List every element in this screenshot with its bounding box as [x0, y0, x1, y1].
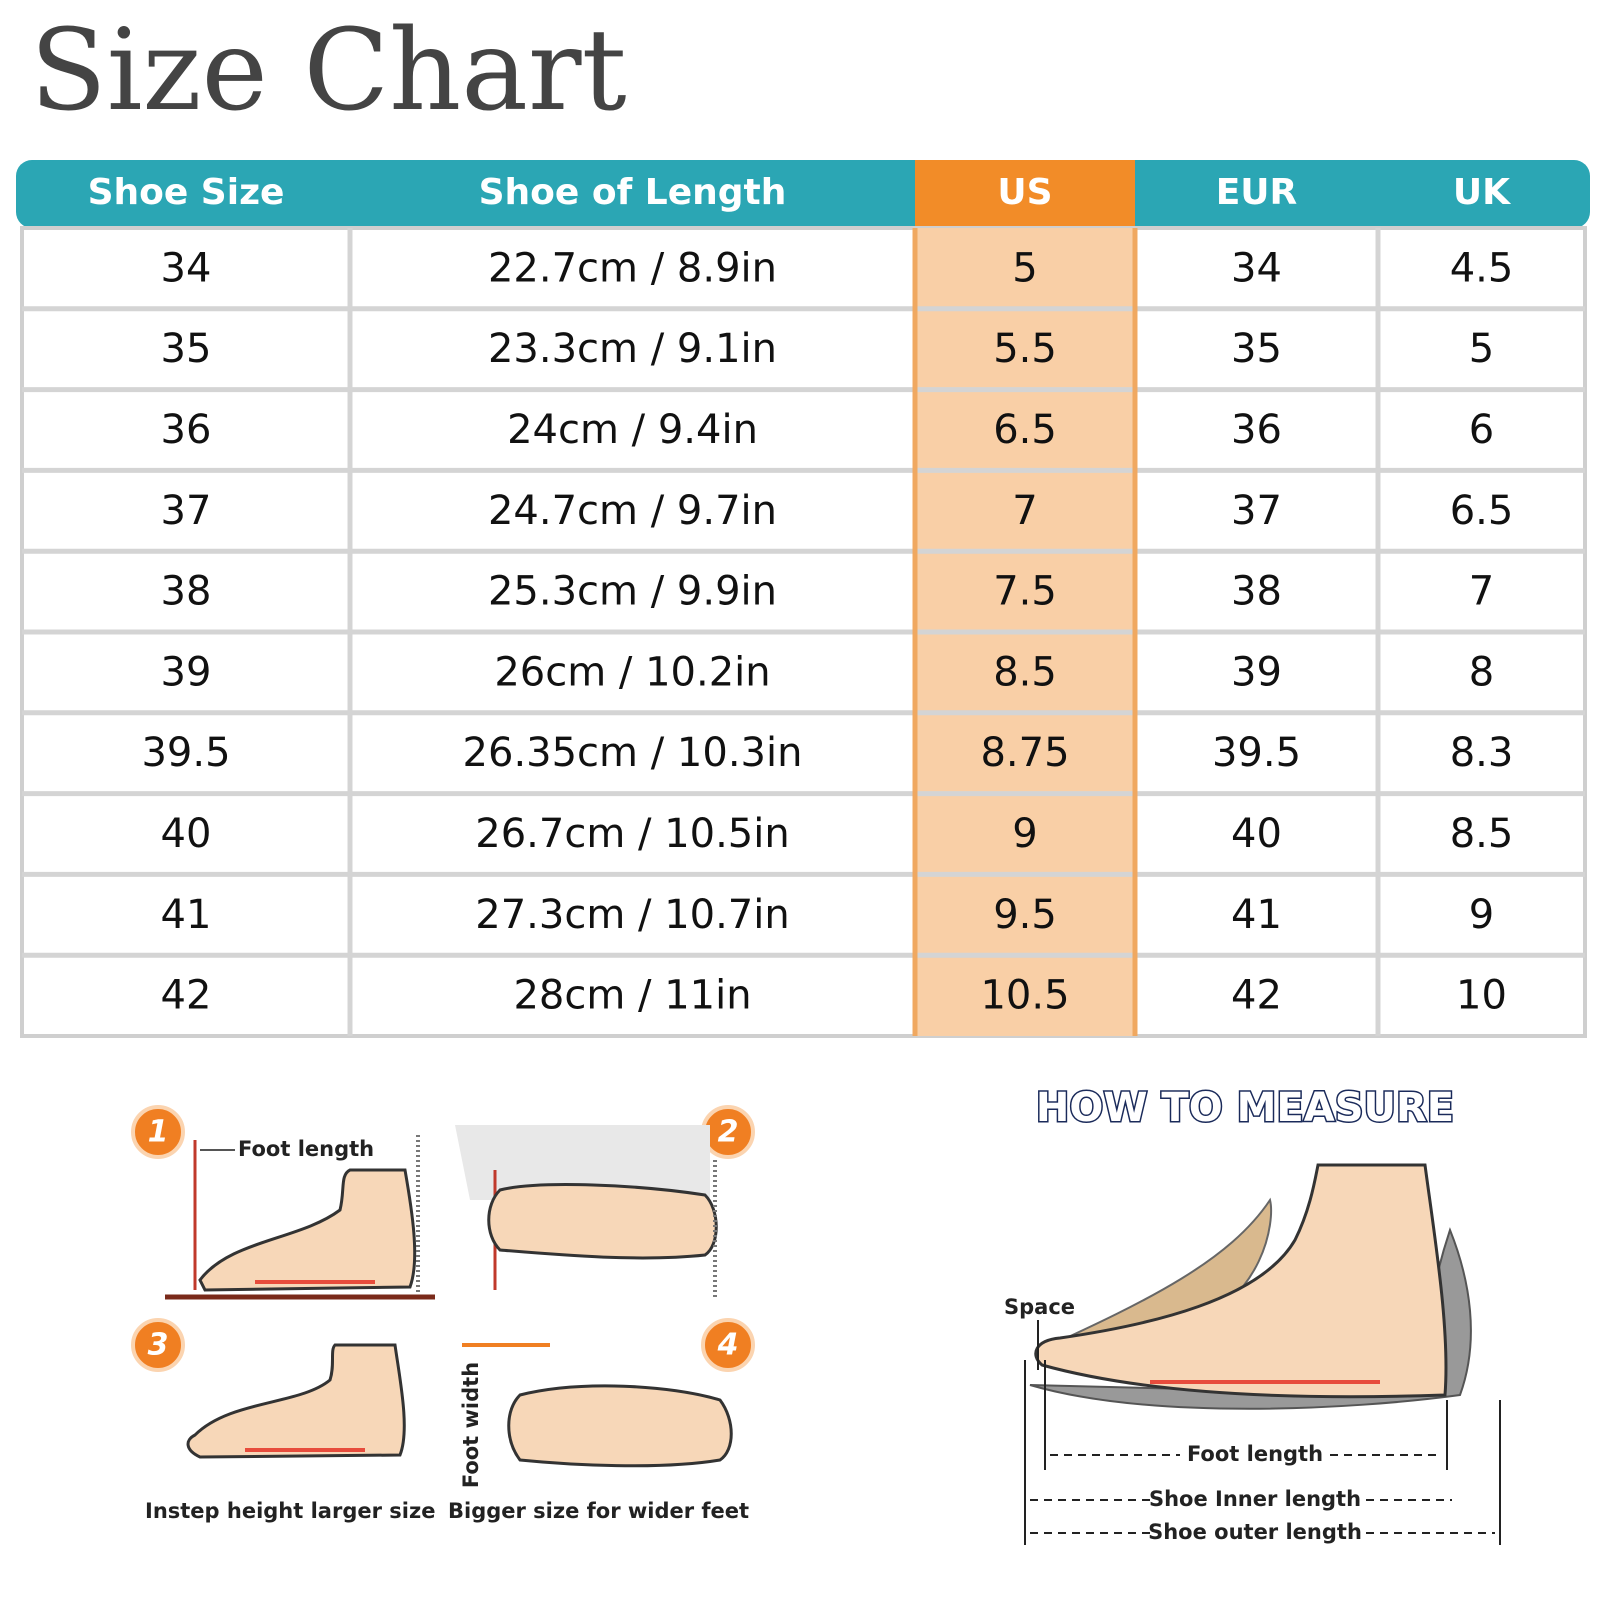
table-cell: 7.5: [993, 569, 1057, 615]
table-cell: 9: [1469, 892, 1494, 938]
foot-drawing: [487, 1183, 718, 1260]
table-cell: 8.75: [980, 730, 1069, 776]
step-badge: [701, 1318, 755, 1372]
table-cell: 28cm / 11in: [513, 973, 751, 1019]
table-cell: 42: [161, 973, 212, 1019]
table-cell: 8.5: [1450, 811, 1514, 857]
table-cell: 24.7cm / 9.7in: [488, 488, 777, 534]
table-cell: 39.5: [1212, 730, 1301, 776]
header-highlight: [915, 160, 1135, 228]
table-cell: 41: [1231, 892, 1282, 938]
column-header: US: [997, 172, 1052, 213]
table-cell: 40: [1231, 811, 1282, 857]
table-cell: 35: [161, 326, 212, 372]
column-header: EUR: [1216, 172, 1298, 213]
step-number: 4: [717, 1328, 739, 1363]
table-cell: 6: [1469, 407, 1494, 453]
dim-label: Shoe Inner length: [1149, 1487, 1361, 1511]
label-bg: [1180, 1440, 1330, 1470]
step-badge: [131, 1105, 185, 1159]
table-cell: 26.35cm / 10.3in: [463, 730, 803, 776]
table-cell: 4.5: [1450, 245, 1514, 291]
table-cell: 6.5: [993, 407, 1057, 453]
table-cell: 10: [1456, 973, 1507, 1019]
space-label: Space: [1004, 1295, 1075, 1319]
table-cell: 26.7cm / 10.5in: [475, 811, 789, 857]
foot-drawing: [198, 1168, 417, 1292]
table-cell: 8: [1469, 649, 1494, 695]
table-cell: 38: [1231, 569, 1282, 615]
size-table: Shoe Size Shoe of Length US EUR UK 34 22.7cm /…: [16, 160, 1590, 1038]
table-cell: 10.5: [980, 973, 1069, 1019]
table-cell: 25.3cm / 9.9in: [488, 569, 777, 615]
table-cell: 24cm / 9.4in: [507, 407, 758, 453]
column-header: Shoe Size: [88, 172, 285, 213]
table-cell: 27.3cm / 10.7in: [475, 892, 789, 938]
column-header: Shoe of Length: [479, 172, 787, 213]
table-cell: 8.5: [993, 649, 1057, 695]
table-cell: 5: [1012, 245, 1037, 291]
dim-label: Foot length: [1187, 1442, 1323, 1466]
measure-steps: 1 Foot length 2 3 Instep height larger s…: [131, 1105, 755, 1523]
table-cell: 7: [1012, 488, 1037, 534]
foot-width-label: Foot width: [459, 1362, 483, 1488]
step-label: Foot length: [238, 1137, 374, 1161]
column-header: UK: [1453, 172, 1511, 213]
table-cell: 42: [1231, 973, 1282, 1019]
table-cell: 6.5: [1450, 488, 1514, 534]
page-title: Size Chart: [30, 6, 627, 136]
table-cell: 39: [1231, 649, 1282, 695]
step-badge: [131, 1318, 185, 1372]
label-bg: [1150, 1485, 1360, 1515]
dim-label: Shoe outer length: [1148, 1520, 1362, 1544]
table-cell: 9.5: [993, 892, 1057, 938]
header-bar: [16, 160, 1590, 228]
step-number: 1: [148, 1115, 169, 1150]
foot-drawing: [507, 1384, 733, 1468]
table-cell: 40: [161, 811, 212, 857]
label-bg: [1150, 1518, 1360, 1548]
table-cell: 37: [1231, 488, 1282, 534]
table-cell: 35: [1231, 326, 1282, 372]
step-number: 3: [148, 1328, 169, 1363]
table-cell: 34: [161, 245, 212, 291]
table-cell: 5.5: [993, 326, 1057, 372]
table-cell: 5: [1469, 326, 1494, 372]
foot-drawing: [186, 1343, 406, 1459]
table-cell: 36: [161, 407, 212, 453]
table-cell: 39.5: [141, 730, 230, 776]
step-caption: Bigger size for wider feet: [448, 1499, 749, 1523]
table-cell: 38: [161, 569, 212, 615]
how-to-measure: HOW TO MEASURE Space Foot length Shoe In…: [1004, 1084, 1501, 1548]
step-number: 2: [718, 1115, 739, 1150]
table-cell: 23.3cm / 9.1in: [488, 326, 777, 372]
table-cell: 8.3: [1450, 730, 1514, 776]
table-cell: 39: [161, 649, 212, 695]
shadow: [455, 1125, 710, 1200]
table-cell: 26cm / 10.2in: [494, 649, 770, 695]
section-title: HOW TO MEASURE: [1036, 1085, 1454, 1131]
table-cell: 37: [161, 488, 212, 534]
table-cell: 22.7cm / 8.9in: [488, 245, 777, 291]
table-cell: 36: [1231, 407, 1282, 453]
table-cell: 9: [1012, 811, 1037, 857]
table-cell: 7: [1469, 569, 1494, 615]
step-caption: Instep height larger size: [145, 1499, 435, 1523]
table-cell: 41: [161, 892, 212, 938]
foot-drawing: [1034, 1163, 1448, 1399]
table-cell: 34: [1231, 245, 1282, 291]
